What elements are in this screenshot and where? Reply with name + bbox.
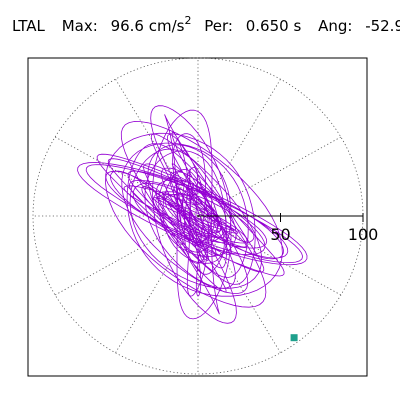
orbit-trace [77,105,308,324]
peak-marker [290,334,298,342]
component-label: LTAL [12,17,45,35]
ang-value: -52.9 [365,17,400,35]
max-label: Max: [61,17,98,35]
max-value: 96.6 [110,17,144,35]
grid-spoke [197,215,281,354]
radial-tick-label: 50 [270,225,290,244]
max-unit: cm/s [148,17,185,35]
grid-spoke [115,78,199,217]
per-value: 0.650 s [245,17,302,35]
per-label: Per: [204,17,233,35]
grid-spoke [115,215,199,354]
radial-axis: 50 100 [198,213,378,244]
orbit-path [77,105,308,324]
chart-title: LTAL Max: 96.6 cm/s2 Per: 0.650 s Ang: -… [12,8,400,36]
grid-spoke [197,78,281,217]
radial-tick-label: 100 [348,225,379,244]
ang-label: Ang: [318,17,353,35]
max-unit-exponent: 2 [184,14,192,27]
